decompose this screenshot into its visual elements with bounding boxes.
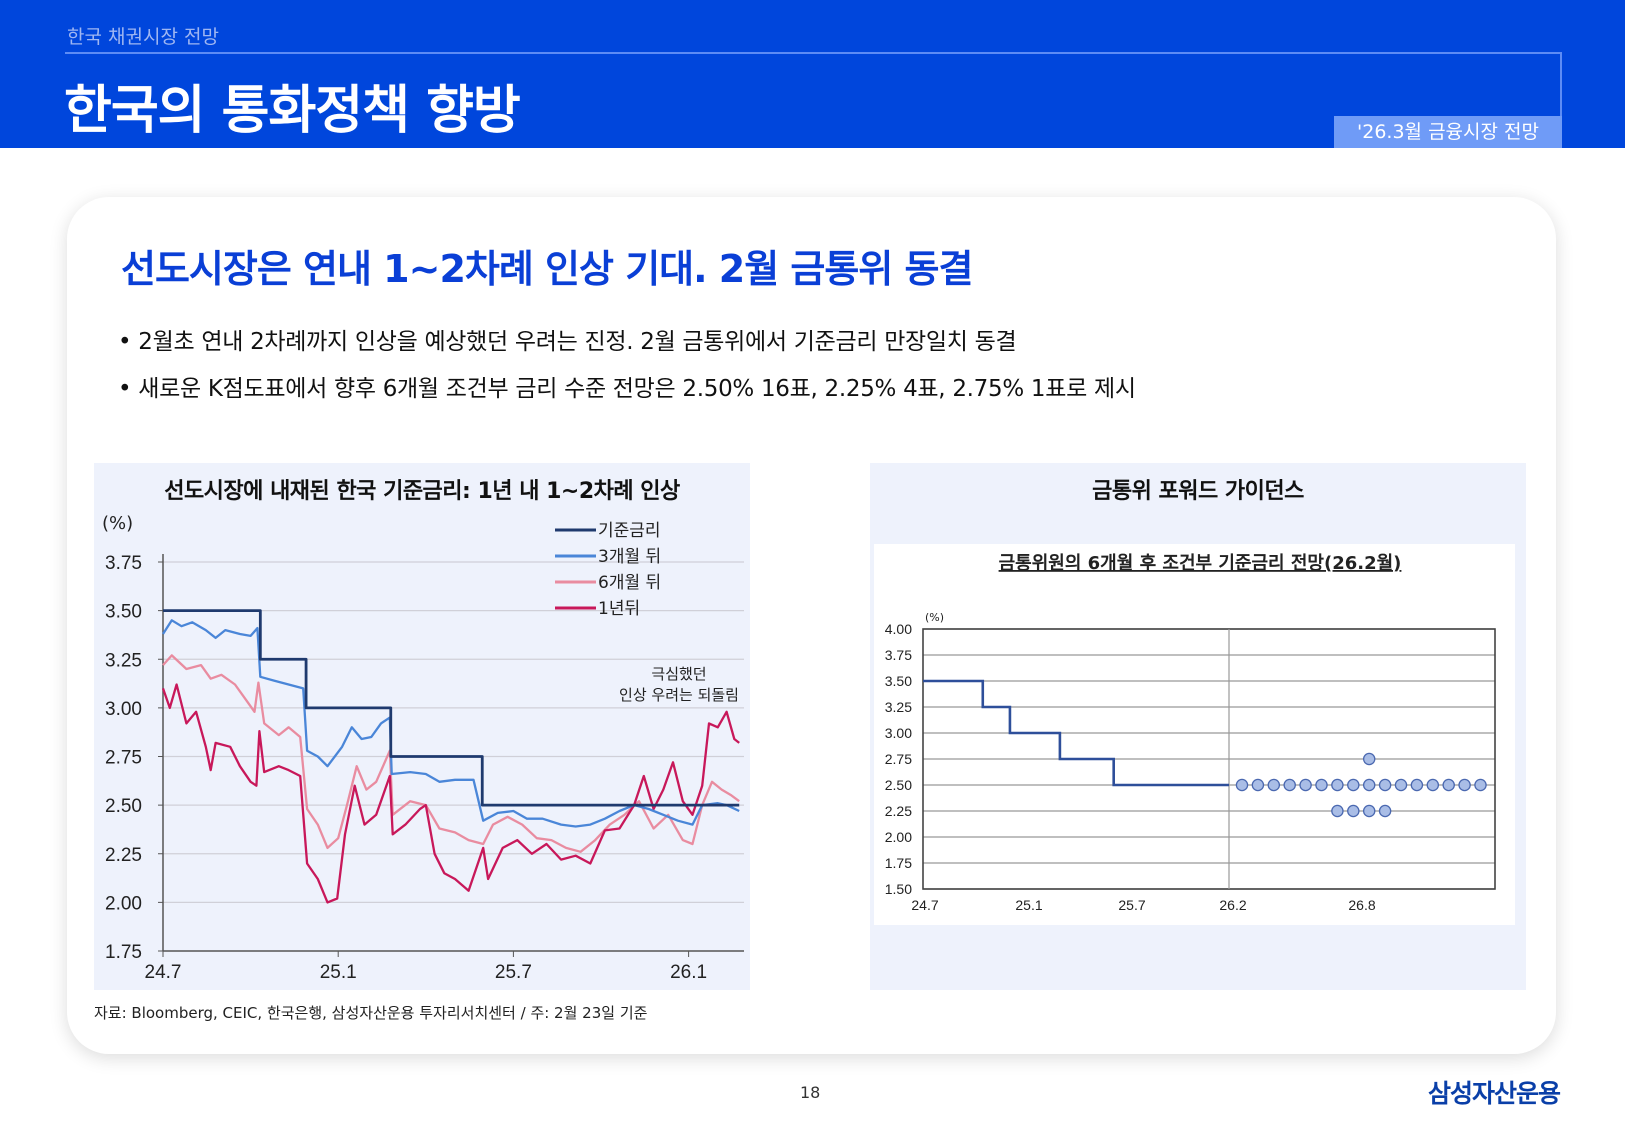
base-rate-step-line [923, 679, 1229, 787]
dot-plot-chart: 금통위원의 6개월 후 조건부 기준금리 전망(26.2월) 4.00 3.75 3.… [874, 544, 1515, 925]
x-tick-label: 25.1 [320, 962, 357, 983]
page-number: 18 [800, 1083, 821, 1102]
vote-dot [1378, 804, 1392, 818]
source-note: 자료: Bloomberg, CEIC, 한국은행, 삼성자산운용 투자리서치센… [94, 1004, 648, 1022]
y-tick-label: 3.25 [885, 699, 912, 715]
legend-label: 3개월 뒤 [598, 547, 661, 567]
y-tick-label: 4.00 [885, 621, 912, 637]
y-tick-label: 3.50 [105, 602, 142, 623]
y-tick-label: 3.00 [105, 699, 142, 720]
headline: 선도시장은 연내 1~2차례 인상 기대. 2월 금통위 동결 [121, 247, 973, 291]
plot-frame [922, 628, 1496, 890]
bullet-2: • 새로운 K점도표에서 향후 6개월 조건부 금리 수준 전망은 2.50% … [118, 376, 1136, 402]
vote-dot [1267, 778, 1281, 792]
y-tick-label: 1.50 [885, 881, 912, 897]
legend-label: 1년뒤 [598, 599, 640, 619]
vote-dot [1235, 778, 1249, 792]
y-tick-label: 2.75 [885, 751, 912, 767]
legend-label: 6개월 뒤 [598, 573, 661, 593]
series-line-2 [162, 619, 740, 828]
x-tick-label: 24.7 [911, 897, 938, 913]
forward-rate-chart-panel: 3.75 3.50 3.25 3.00 2.75 2.50 2.25 2.00 1.75 (%) 2… [94, 463, 750, 990]
vote-dot [1458, 778, 1471, 792]
x-tick-label: 25.7 [1118, 897, 1145, 913]
vote-dot [1362, 778, 1376, 792]
x-tick-label: 25.7 [495, 962, 532, 983]
series-line-4 [161, 683, 740, 904]
header-bar: 한국 채권시장 전망 한국의 통화정책 향방 '26.3월 금융시장 전망 [0, 0, 1625, 148]
y-tick-label: 2.50 [885, 777, 912, 793]
section-label: 한국 채권시장 전망 [67, 26, 219, 48]
x-tick-label: 26.1 [670, 962, 707, 983]
vote-dot [1299, 778, 1312, 792]
y-tick-label: 1.75 [885, 855, 912, 871]
vote-dot [1315, 778, 1328, 792]
y-tick-label: 2.50 [105, 796, 142, 817]
vote-dot [1410, 778, 1424, 792]
y-axis-unit: (%) [102, 513, 133, 534]
chart-inner-box [874, 544, 1515, 925]
series-line-3 [162, 654, 740, 853]
vote-dot [1378, 778, 1392, 792]
vote-dot [1283, 778, 1296, 792]
chart-title: 선도시장에 내재된 한국 기준금리: 1년 내 1~2차례 인상 [164, 479, 680, 504]
y-tick-label: 2.25 [105, 845, 142, 866]
vote-dot [1362, 804, 1376, 818]
page-title: 한국의 통화정책 향방 [64, 81, 521, 141]
vote-dot [1347, 804, 1360, 818]
company-logo: 삼성자산운용 [1428, 1079, 1561, 1108]
y-tick-label: 3.75 [885, 647, 912, 663]
chart-subtitle: 금통위원의 6개월 후 조건부 기준금리 전망(26.2월) [999, 553, 1402, 574]
chart-annotation: 인상 우려는 되돌림 [619, 686, 739, 704]
y-tick-label: 2.00 [885, 829, 912, 845]
vote-dot [1331, 804, 1344, 818]
vote-dot [1251, 778, 1265, 792]
series-line-1 [163, 609, 740, 807]
bullet-1: • 2월초 연내 2차례까지 인상을 예상했던 우려는 진정. 2월 금통위에서… [118, 329, 1017, 355]
chart-title: 금통위 포워드 가이던스 [1092, 479, 1304, 504]
y-tick-label: 2.00 [105, 893, 142, 914]
vote-dot [1347, 778, 1360, 792]
x-tick-label: 26.2 [1219, 897, 1246, 913]
y-axis-unit: (%) [925, 611, 944, 624]
vote-dot [1331, 778, 1344, 792]
vote-dot [1426, 778, 1440, 792]
y-tick-label: 3.50 [885, 673, 912, 689]
vote-dot [1362, 752, 1376, 766]
x-tick-label: 24.7 [145, 962, 182, 983]
forward-guidance-panel: 금통위 포워드 가이던스 금통위원의 6개월 후 조건부 기준금리 전망(26.… [870, 463, 1526, 990]
vote-dot [1394, 778, 1408, 792]
x-tick-label: 26.8 [1348, 897, 1375, 913]
x-tick-label: 25.1 [1015, 897, 1042, 913]
vote-dot [1474, 778, 1487, 792]
header-divider-vertical [1560, 52, 1562, 118]
vote-dot [1442, 778, 1455, 792]
y-tick-label: 2.25 [885, 803, 912, 819]
y-tick-label: 2.75 [105, 748, 142, 769]
forward-rate-chart: 3.75 3.50 3.25 3.00 2.75 2.50 2.25 2.00 1.75 (%) 2… [102, 513, 744, 983]
report-tag: '26.3월 금융시장 전망 [1334, 116, 1562, 148]
y-tick-label: 3.00 [885, 725, 912, 741]
legend-label: 기준금리 [598, 521, 661, 541]
chart-annotation: 극심했던 [651, 665, 706, 683]
y-tick-label: 1.75 [105, 942, 142, 963]
header-divider [65, 52, 1562, 54]
y-tick-label: 3.25 [105, 650, 142, 671]
y-tick-label: 3.75 [105, 553, 142, 574]
